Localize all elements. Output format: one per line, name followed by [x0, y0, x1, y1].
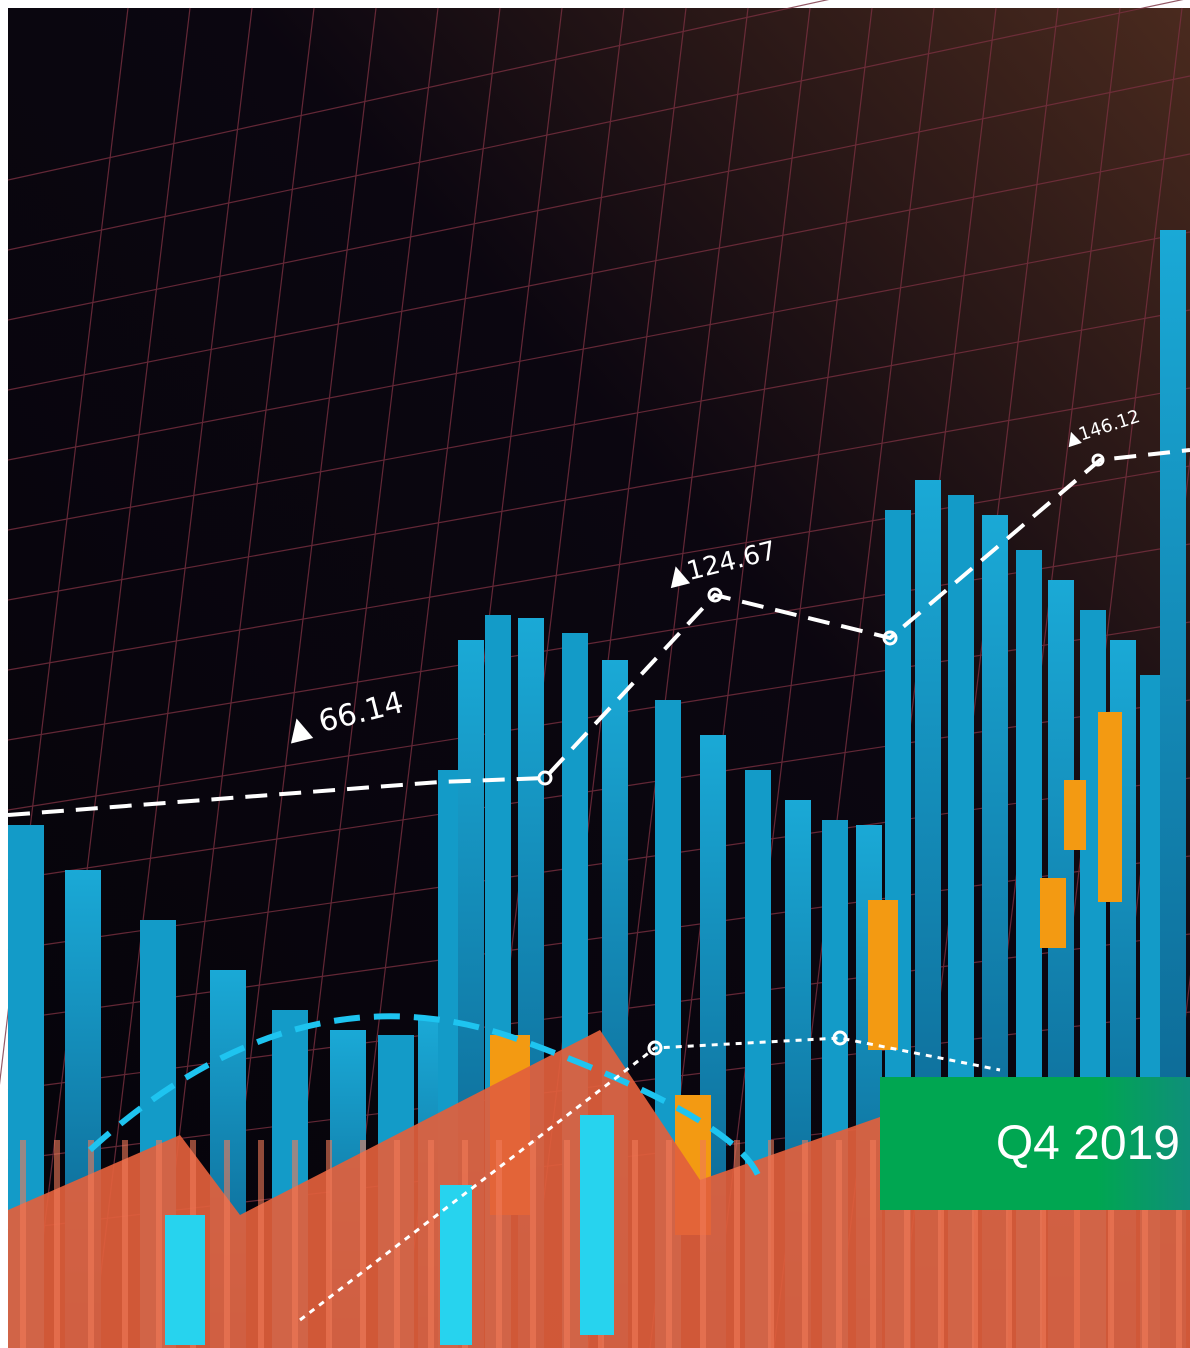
- stripe: [1040, 1140, 1046, 1348]
- grid-line: [7, 0, 1184, 251]
- candle: [580, 1115, 614, 1335]
- grid-line: [7, 309, 1190, 531]
- stripe: [836, 1140, 842, 1348]
- point: [832, 1030, 848, 1046]
- point: [647, 1040, 663, 1056]
- candle: [440, 1185, 472, 1345]
- candle: [1064, 780, 1086, 850]
- candle: [165, 1215, 205, 1345]
- stripe: [802, 1140, 808, 1348]
- grid-line: [91, 7, 253, 1348]
- stripe: [734, 1140, 740, 1348]
- grid-line: [7, 0, 830, 181]
- stripe: [360, 1140, 366, 1348]
- stripe: [1074, 1140, 1080, 1348]
- stripe: [54, 1140, 60, 1348]
- point: [882, 630, 898, 646]
- badge: Q4 2019: [880, 1077, 1190, 1210]
- candle: [1040, 878, 1066, 948]
- stripe: [20, 1140, 26, 1348]
- stripe: [564, 1140, 570, 1348]
- grid-line: [711, 7, 873, 1348]
- stripes: [20, 1115, 1182, 1348]
- stripe: [1108, 1140, 1114, 1348]
- point: [707, 587, 723, 603]
- stripe: [428, 1140, 434, 1348]
- stripe: [632, 1140, 638, 1348]
- stripe: [870, 1140, 876, 1348]
- stripe: [156, 1140, 162, 1348]
- stripe: [258, 1140, 264, 1348]
- curve: [87, 1013, 763, 1182]
- stripe: [768, 1140, 774, 1348]
- stripe: [1142, 1140, 1148, 1348]
- grid-line: [7, 465, 1190, 671]
- stripe: [700, 1140, 706, 1348]
- trend-line: [7, 448, 1190, 817]
- grid-line: [7, 231, 1190, 461]
- stripe: [496, 1140, 502, 1348]
- grid-line: [7, 75, 1190, 321]
- stripe: [326, 1140, 332, 1348]
- point: [537, 770, 553, 786]
- stripe: [904, 1140, 910, 1348]
- stripe: [666, 1140, 672, 1348]
- stripe: [1006, 1140, 1012, 1348]
- stripe: [122, 1140, 128, 1348]
- stripe: [88, 1140, 94, 1348]
- stripe: [292, 1140, 298, 1348]
- candle: [1098, 712, 1122, 902]
- point: [1091, 453, 1105, 467]
- stripe: [224, 1140, 230, 1348]
- grid-line: [339, 7, 501, 1348]
- grid-line: [7, 153, 1190, 391]
- stripe: [530, 1140, 536, 1348]
- candle: [868, 900, 898, 1050]
- stripe: [1176, 1140, 1182, 1348]
- stripe: [972, 1140, 978, 1348]
- grid-line: [0, 7, 129, 1086]
- stripe: [938, 1140, 944, 1348]
- grid-line: [7, 387, 1190, 601]
- points: [537, 453, 1105, 1056]
- grid-line: [29, 7, 191, 1348]
- grid-line: [153, 7, 315, 1348]
